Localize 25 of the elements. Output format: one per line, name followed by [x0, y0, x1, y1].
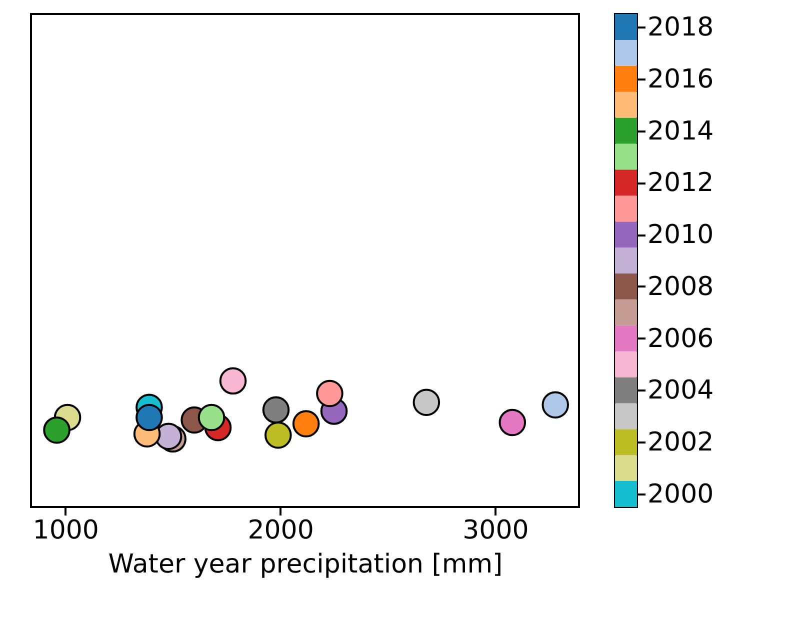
- x-tick-label: 1000: [32, 516, 99, 546]
- color-bar-label: 2010: [648, 220, 714, 250]
- point: [262, 396, 290, 424]
- point: [264, 422, 292, 449]
- point: [219, 367, 247, 395]
- point: [136, 404, 163, 432]
- color-bar-label: 2004: [648, 376, 714, 406]
- color-bar-label: 2008: [648, 272, 714, 302]
- point: [292, 410, 320, 438]
- point: [542, 391, 570, 418]
- x-tick-label: 3000: [462, 516, 529, 546]
- point: [198, 404, 226, 432]
- point: [43, 416, 70, 444]
- color-bar-label: 2016: [648, 64, 714, 94]
- color-bar-label: 2014: [648, 116, 714, 146]
- color-bar-label: 2000: [648, 480, 714, 510]
- point: [498, 408, 526, 436]
- x-tick-label: 2000: [248, 516, 314, 546]
- x-axis-title: Water year precipitation [mm]: [108, 550, 503, 580]
- point: [316, 380, 344, 408]
- color-bar-label: 2002: [648, 428, 714, 458]
- color-bar-label: 2006: [648, 324, 714, 354]
- color-bar-label: 2018: [648, 12, 714, 42]
- color-bar-label: 2012: [648, 168, 714, 198]
- point: [412, 388, 440, 416]
